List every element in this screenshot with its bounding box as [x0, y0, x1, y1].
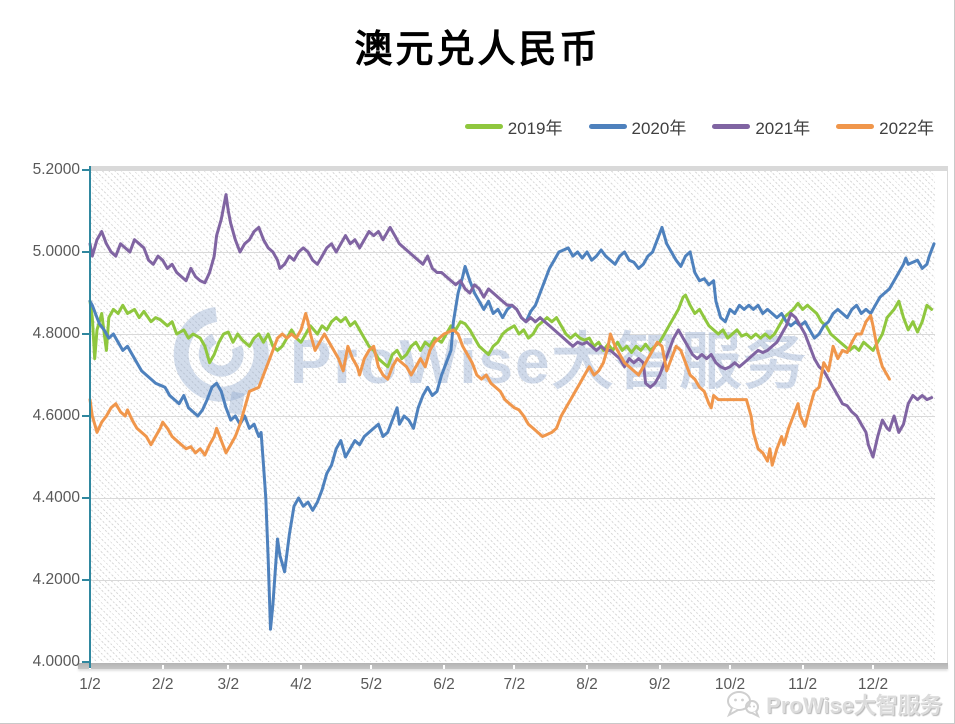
- plot-top-border: [90, 166, 948, 171]
- x-axis-label: 1/2: [79, 676, 101, 693]
- x-axis-label: 4/2: [290, 676, 312, 693]
- legend-label: 2019年: [507, 119, 563, 138]
- x-axis-tick: [801, 665, 804, 669]
- x-axis-tick: [227, 665, 230, 669]
- x-axis-tick: [370, 665, 373, 669]
- x-axis-label: 7/2: [503, 676, 526, 693]
- wechat-chat-bubbles-icon: [727, 691, 761, 719]
- y-axis-label: 4.6000: [32, 407, 80, 424]
- y-axis-label: 4.8000: [32, 325, 80, 342]
- y-axis-tick: [82, 579, 90, 581]
- legend: 2019年 2020年 2021年 2022年: [464, 114, 934, 139]
- y-axis-label: 5.2000: [32, 161, 80, 178]
- y-axis-label: 4.2000: [32, 571, 80, 588]
- x-axis-tick: [872, 665, 874, 669]
- x-axis-label: 10/2: [714, 676, 746, 693]
- plot-right-border: [947, 166, 948, 669]
- y-axis-tick: [82, 251, 90, 253]
- legend-swatch-icon: [712, 124, 751, 129]
- legend-item-2022: 2022年: [836, 114, 934, 139]
- y-axis-tick: [82, 415, 90, 417]
- x-axis-tick: [513, 665, 516, 669]
- legend-label: 2022年: [879, 119, 934, 138]
- y-axis-tick: [82, 169, 90, 171]
- y-axis-label: 4.0000: [32, 653, 80, 670]
- x-axis-label: 2/2: [151, 676, 174, 693]
- gridline: [90, 333, 935, 335]
- y-axis-spine: [89, 166, 91, 668]
- y-axis-tick: [82, 497, 90, 499]
- x-axis-label: 12/2: [857, 676, 889, 693]
- legend-item-2019: 2019年: [464, 114, 563, 139]
- x-axis-tick: [299, 665, 302, 669]
- x-axis-tick: [728, 665, 731, 669]
- x-axis-tick: [161, 665, 164, 669]
- legend-item-2021: 2021年: [712, 114, 810, 139]
- gridline: [90, 415, 935, 417]
- x-axis-label: 11/2: [788, 676, 818, 693]
- y-axis-label: 4.4000: [32, 489, 80, 506]
- x-axis-label: 9/2: [648, 676, 671, 693]
- gridline: [90, 579, 935, 581]
- chart-title: 澳元兑人民币: [354, 29, 601, 71]
- footer-brand-text: ProWise大智服务: [766, 693, 942, 718]
- x-axis-tick: [585, 665, 588, 669]
- legend-swatch-icon: [836, 124, 875, 129]
- x-axis-tick: [442, 665, 445, 669]
- legend-swatch-icon: [464, 124, 503, 129]
- x-axis-tick: [658, 665, 661, 669]
- footer-brand: ProWise大智服务: [726, 688, 942, 720]
- legend-label: 2020年: [631, 119, 687, 138]
- gridline: [90, 497, 935, 499]
- x-axis-label: 8/2: [576, 676, 598, 693]
- y-axis-tick: [82, 661, 90, 663]
- x-axis-label: 3/2: [217, 676, 240, 693]
- y-axis-tick: [82, 333, 90, 335]
- x-axis-label: 5/2: [360, 676, 383, 693]
- x-axis-bar: [78, 663, 948, 669]
- y-axis-label: 5.0000: [32, 243, 80, 260]
- legend-item-2020: 2020年: [588, 114, 687, 139]
- x-axis-label: 6/2: [433, 676, 455, 693]
- legend-swatch-icon: [588, 124, 627, 129]
- legend-label: 2021年: [755, 119, 811, 138]
- gridline: [90, 251, 935, 253]
